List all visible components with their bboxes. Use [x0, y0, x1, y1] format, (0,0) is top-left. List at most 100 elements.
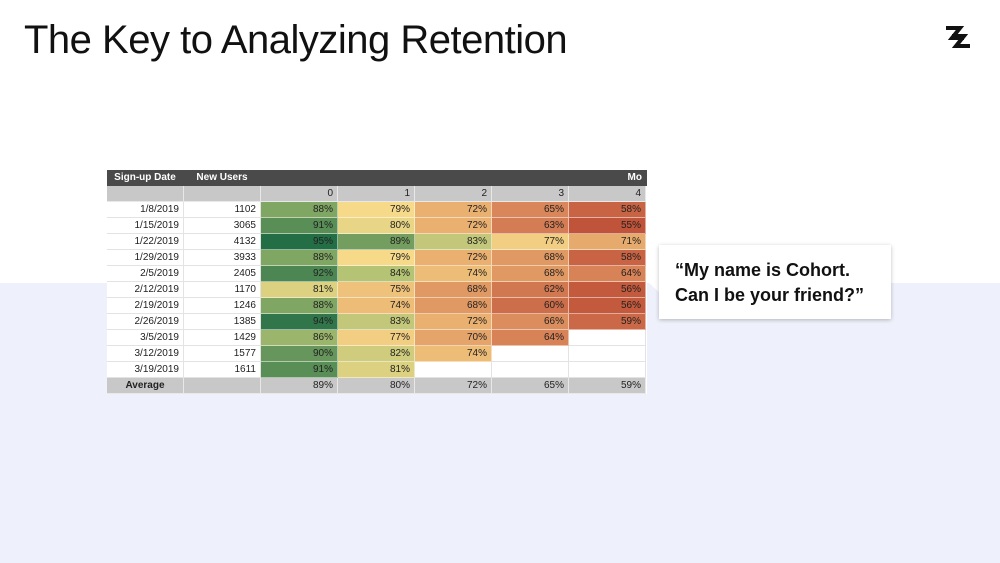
retention-cell: 56%: [569, 298, 646, 314]
users-cell: 2405: [184, 266, 261, 282]
slide-title: The Key to Analyzing Retention: [24, 18, 568, 62]
retention-cell: 71%: [569, 234, 646, 250]
column-header: 1: [338, 186, 415, 202]
retention-cell: 58%: [569, 250, 646, 266]
retention-cell: 89%: [338, 234, 415, 250]
date-cell: 2/5/2019: [107, 266, 184, 282]
retention-cell: 82%: [338, 346, 415, 362]
retention-cell: 79%: [338, 202, 415, 218]
retention-cell: 72%: [415, 250, 492, 266]
date-cell: 1/22/2019: [107, 234, 184, 250]
retention-cell: 74%: [415, 346, 492, 362]
retention-cell: 83%: [338, 314, 415, 330]
retention-cell: 75%: [338, 282, 415, 298]
callout: “My name is Cohort. Can I be your friend…: [659, 245, 891, 319]
retention-cell: 59%: [569, 314, 646, 330]
retention-cell: 77%: [338, 330, 415, 346]
retention-cell: 88%: [261, 250, 338, 266]
retention-cell: 88%: [261, 298, 338, 314]
cohort-table: Sign-up Date New Users Mo 0 1 2 3 4 1/8/2019 1102…: [107, 170, 647, 394]
average-cell: 59%: [569, 378, 646, 394]
date-cell: 2/12/2019: [107, 282, 184, 298]
users-cell: 4132: [184, 234, 261, 250]
retention-cell: 63%: [492, 218, 569, 234]
retention-cell: 95%: [261, 234, 338, 250]
empty-cell: [569, 330, 646, 346]
retention-cell: 74%: [338, 298, 415, 314]
retention-cell: 72%: [415, 218, 492, 234]
callout-line: Can I be your friend?”: [675, 285, 865, 305]
retention-cell: 55%: [569, 218, 646, 234]
users-cell: 1102: [184, 202, 261, 218]
retention-cell: 72%: [415, 314, 492, 330]
empty-cell: [492, 362, 569, 378]
retention-cell: 91%: [261, 362, 338, 378]
average-label: Average: [107, 378, 184, 394]
retention-cell: 88%: [261, 202, 338, 218]
retention-cell: 68%: [492, 266, 569, 282]
average-cell: 80%: [338, 378, 415, 394]
users-cell: 1246: [184, 298, 261, 314]
users-cell: 1429: [184, 330, 261, 346]
header-cell: [107, 186, 184, 202]
empty-cell: [569, 362, 646, 378]
retention-cell: 80%: [338, 218, 415, 234]
column-header: 4: [569, 186, 646, 202]
header-cell: [184, 186, 261, 202]
retention-cell: 68%: [415, 298, 492, 314]
users-cell: 1577: [184, 346, 261, 362]
average-cell: 65%: [492, 378, 569, 394]
retention-cell: 56%: [569, 282, 646, 298]
retention-cell: 92%: [261, 266, 338, 282]
empty-cell: [415, 362, 492, 378]
retention-cell: 68%: [492, 250, 569, 266]
retention-cell: 72%: [415, 202, 492, 218]
retention-cell: 81%: [261, 282, 338, 298]
column-header: 3: [492, 186, 569, 202]
date-cell: 1/29/2019: [107, 250, 184, 266]
retention-cell: 62%: [492, 282, 569, 298]
users-cell: 3065: [184, 218, 261, 234]
date-cell: 1/8/2019: [107, 202, 184, 218]
logo: [946, 26, 970, 48]
retention-cell: 86%: [261, 330, 338, 346]
users-cell: 1385: [184, 314, 261, 330]
average-cell: 72%: [415, 378, 492, 394]
date-cell: 1/15/2019: [107, 218, 184, 234]
callout-line: “My name is Cohort.: [675, 260, 851, 280]
retention-cell: 70%: [415, 330, 492, 346]
date-cell: 2/19/2019: [107, 298, 184, 314]
retention-cell: 60%: [492, 298, 569, 314]
retention-cell: 58%: [569, 202, 646, 218]
empty-cell: [569, 346, 646, 362]
retention-cell: 65%: [492, 202, 569, 218]
average-cell: 89%: [261, 378, 338, 394]
retention-cell: 84%: [338, 266, 415, 282]
retention-cell: 83%: [415, 234, 492, 250]
users-cell: 1170: [184, 282, 261, 298]
header-cell: Sign-up Date: [107, 170, 184, 186]
retention-cell: 91%: [261, 218, 338, 234]
header-cell: New Users: [184, 170, 261, 186]
retention-cell: 64%: [569, 266, 646, 282]
header-cell: Mo: [261, 170, 647, 186]
average-cell: [184, 378, 261, 394]
users-cell: 3933: [184, 250, 261, 266]
retention-cell: 66%: [492, 314, 569, 330]
date-cell: 3/19/2019: [107, 362, 184, 378]
retention-cell: 64%: [492, 330, 569, 346]
date-cell: 3/12/2019: [107, 346, 184, 362]
retention-cell: 94%: [261, 314, 338, 330]
retention-cell: 74%: [415, 266, 492, 282]
retention-cell: 77%: [492, 234, 569, 250]
retention-cell: 81%: [338, 362, 415, 378]
date-cell: 3/5/2019: [107, 330, 184, 346]
retention-cell: 79%: [338, 250, 415, 266]
callout-tail: [649, 273, 660, 293]
date-cell: 2/26/2019: [107, 314, 184, 330]
retention-cell: 68%: [415, 282, 492, 298]
users-cell: 1611: [184, 362, 261, 378]
column-header: 2: [415, 186, 492, 202]
retention-cell: 90%: [261, 346, 338, 362]
